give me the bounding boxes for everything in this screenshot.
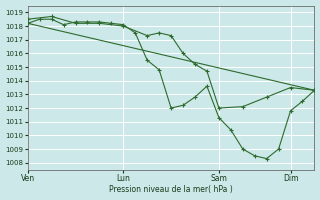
X-axis label: Pression niveau de la mer( hPa ): Pression niveau de la mer( hPa ) xyxy=(109,185,233,194)
